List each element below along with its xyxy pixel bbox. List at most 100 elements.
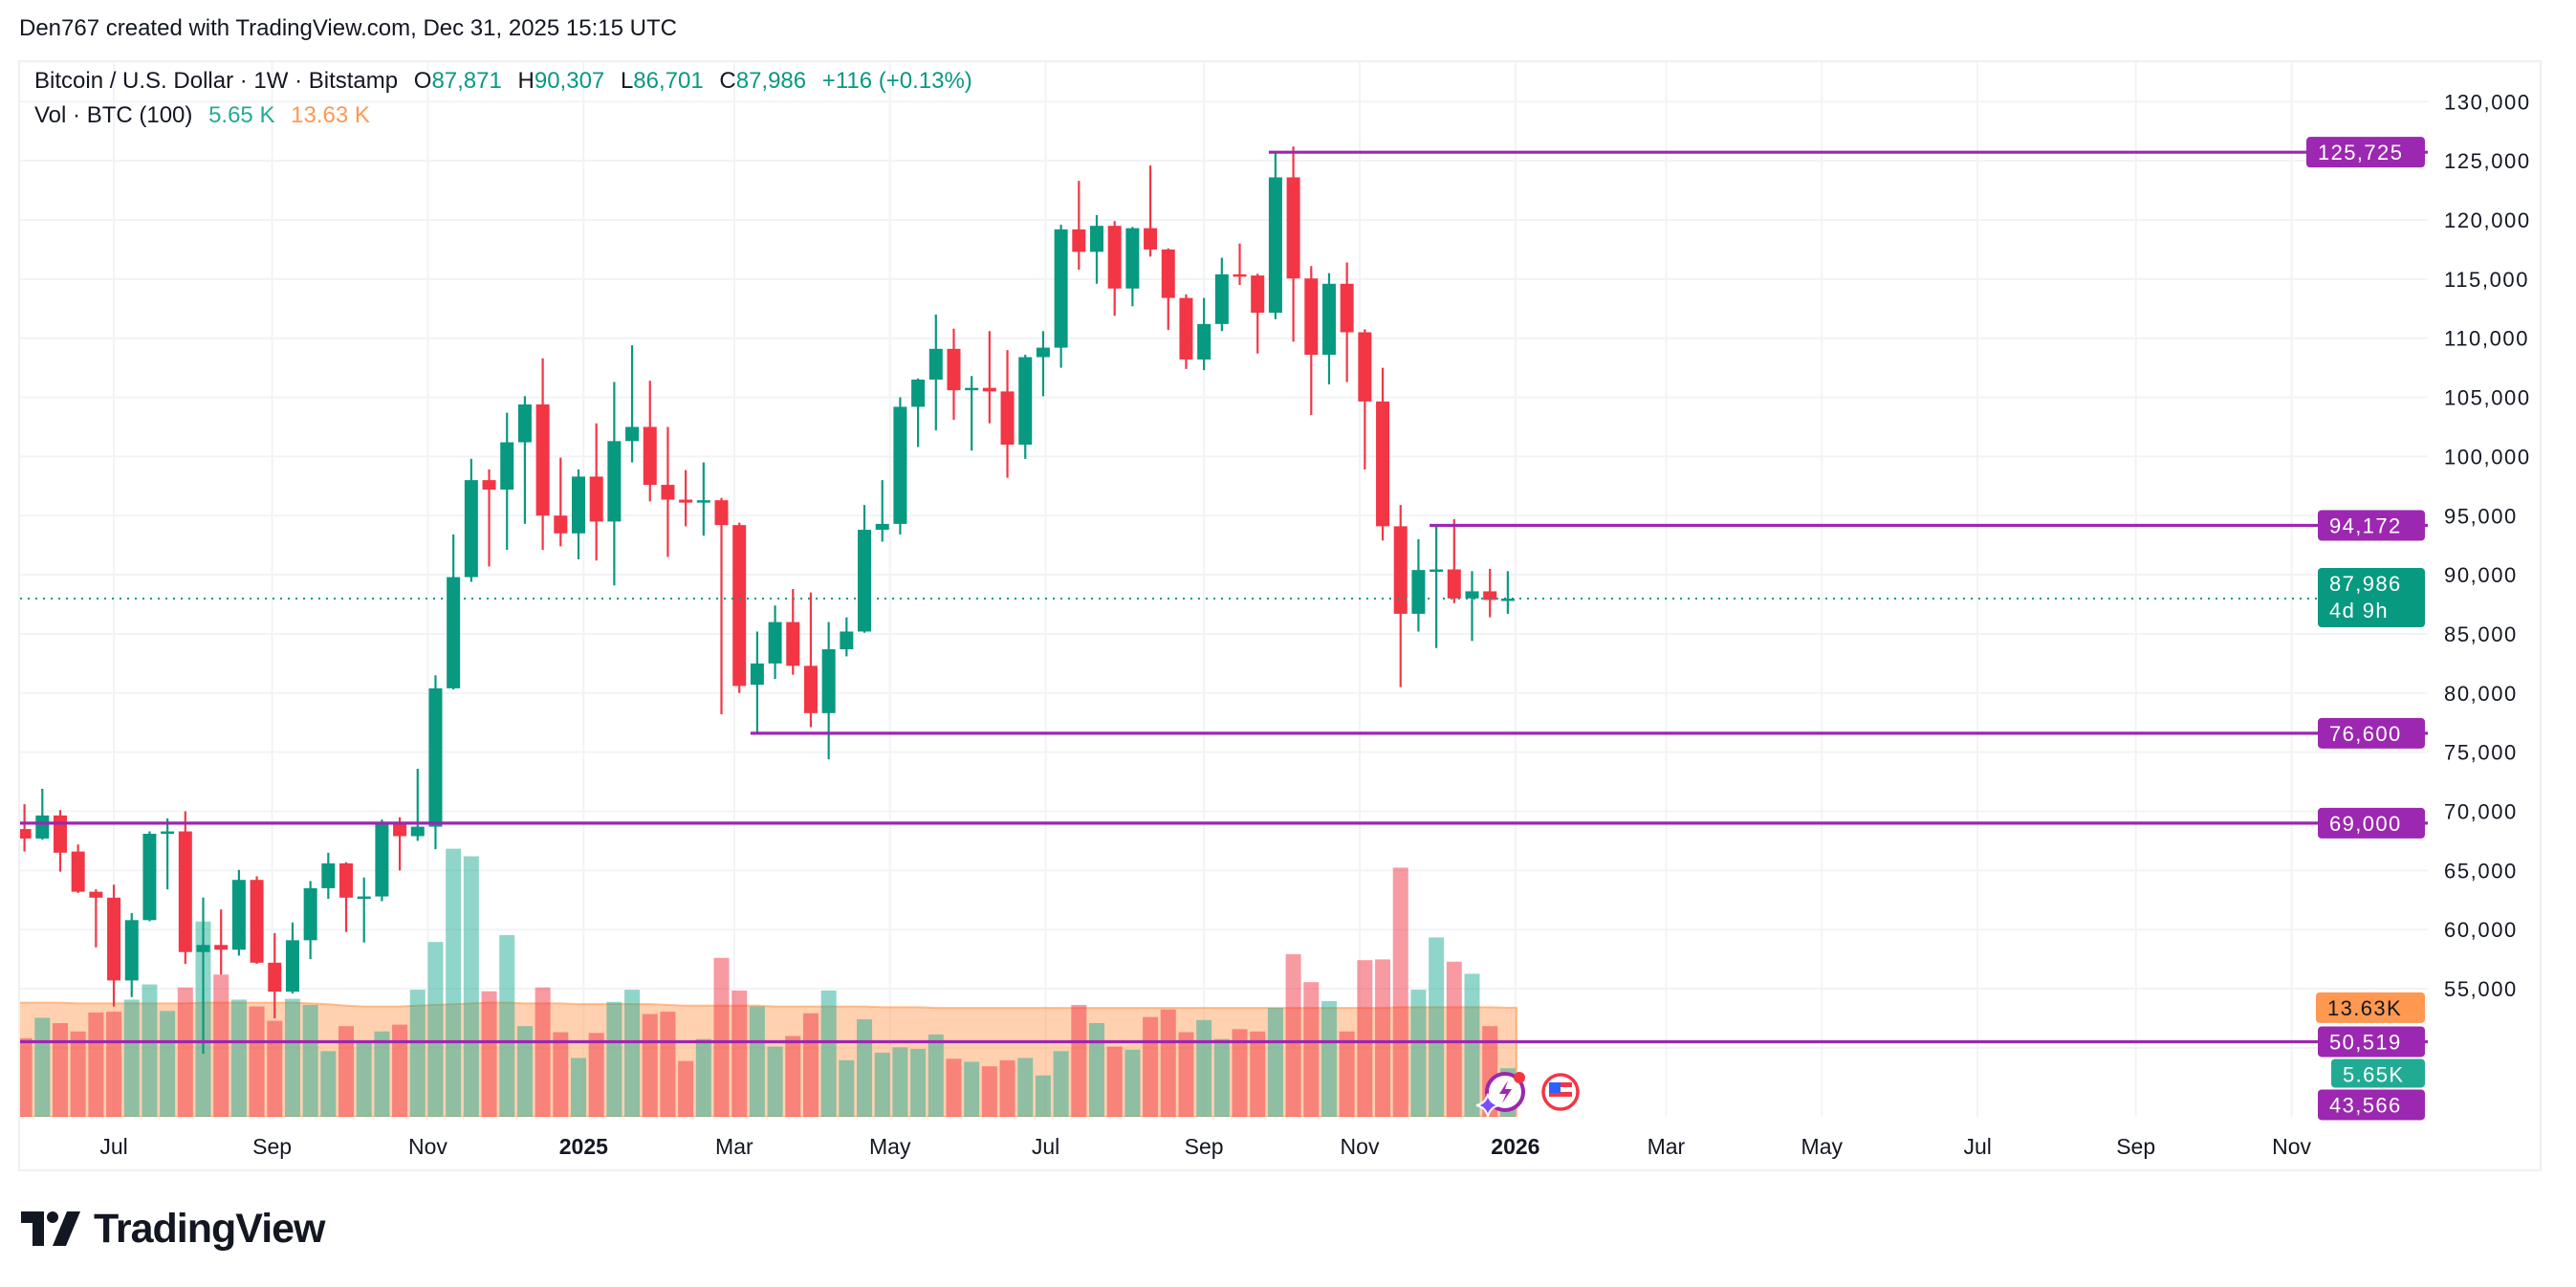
price-tick-label: 125,000 — [2444, 149, 2531, 173]
level-price-label-bg — [2306, 137, 2425, 168]
tradingview-logo-icon — [21, 1211, 80, 1246]
volume-bar — [516, 1026, 533, 1117]
candle-body — [321, 862, 336, 888]
volume-bar — [1429, 937, 1445, 1117]
candle-body — [428, 687, 443, 827]
volume-bar — [1267, 1008, 1283, 1117]
candle-body — [35, 815, 50, 839]
volume-bar — [928, 1034, 944, 1117]
time-tick-label: Mar — [715, 1134, 753, 1159]
candle-body — [71, 851, 85, 892]
volume-bar — [356, 1041, 372, 1117]
volume-bar — [660, 1012, 676, 1117]
volume-bar — [1035, 1075, 1051, 1117]
assistant-lightning-icon[interactable] — [1475, 1072, 1525, 1118]
volume-bar — [857, 1019, 873, 1117]
volume-bar — [1446, 961, 1462, 1117]
price-tick-label: 110,000 — [2444, 327, 2529, 351]
price-tick-label: 115,000 — [2444, 268, 2529, 292]
time-tick-label: Nov — [2272, 1134, 2311, 1159]
candle-body — [107, 897, 121, 981]
time-tick-label: 2025 — [559, 1134, 608, 1159]
candle-body — [196, 945, 210, 952]
volume-bar — [88, 1012, 104, 1117]
time-tick-label: Jul — [1032, 1134, 1059, 1159]
volume-bar — [731, 990, 748, 1117]
volume-bar — [1375, 959, 1391, 1117]
time-tick-label: May — [869, 1134, 911, 1159]
volume-bar — [1143, 1016, 1159, 1117]
chart-attribution: Den767 created with TradingView.com, Dec… — [19, 15, 677, 41]
volume-bar — [481, 991, 497, 1117]
volume-bar — [910, 1048, 927, 1117]
candle-body — [1054, 229, 1068, 348]
candle-body — [928, 348, 943, 380]
time-tick-label: May — [1801, 1134, 1844, 1159]
candle-body — [1144, 228, 1158, 250]
candle-body — [1465, 591, 1479, 599]
volume-value-label: 5.65K — [2331, 1058, 2425, 1088]
volume-bar — [678, 1060, 694, 1117]
price-tick-label: 75,000 — [2444, 741, 2518, 765]
volume-bar — [302, 1004, 318, 1117]
volume-bar — [624, 990, 641, 1117]
level-price-label-text: 76,600 — [2329, 722, 2402, 746]
time-tick-label: Nov — [408, 1134, 448, 1159]
candle-body — [1161, 249, 1175, 298]
candle-body — [643, 426, 657, 486]
candle-body — [1393, 526, 1408, 614]
candle-body — [447, 577, 461, 688]
volume-bar — [874, 1052, 890, 1117]
candle-body — [1376, 401, 1390, 527]
candle-body — [1000, 391, 1015, 446]
time-axis[interactable]: Jul Sep Nov 2025 Mar May Jul Sep Nov 2026 Mar May Ju… — [99, 1134, 2311, 1159]
volume-bar — [553, 1032, 569, 1117]
us-flag-icon[interactable] — [1541, 1073, 1580, 1111]
candle-body — [178, 831, 192, 952]
change-value: +116 (+0.13%) — [821, 68, 972, 94]
price-tick-label: 90,000 — [2444, 563, 2518, 587]
time-tick-label: Jul — [1963, 1134, 1991, 1159]
symbol-title[interactable]: Bitcoin / U.S. Dollar · 1W · Bitstamp — [34, 68, 399, 94]
candle-body — [607, 441, 622, 522]
volume-bar — [892, 1047, 908, 1117]
price-tick-label: 130,000 — [2444, 90, 2531, 114]
volume-title[interactable]: Vol · BTC (100) — [34, 102, 193, 128]
candle-body — [357, 896, 371, 900]
candle-body — [679, 499, 693, 503]
candle-body — [803, 665, 818, 713]
candle-body — [1072, 229, 1086, 252]
candle-body — [393, 822, 407, 837]
candle-body — [1358, 332, 1372, 402]
candle-body — [554, 515, 568, 534]
candle-body — [1304, 278, 1319, 356]
candle-body — [1411, 570, 1426, 614]
volume-bar — [392, 1024, 408, 1117]
time-tick-label: Jul — [99, 1134, 127, 1159]
price-candles — [20, 146, 1515, 1055]
candle-body — [464, 480, 478, 578]
price-axis[interactable]: 55,000 60,000 65,000 70,000 75,000 80,000 85,0… — [2444, 90, 2531, 1001]
horizontal-levels[interactable] — [20, 150, 2428, 1123]
price-tick-label: 70,000 — [2444, 800, 2518, 824]
current-price-label-text: 87,986 — [2329, 572, 2402, 596]
volume-bar — [570, 1058, 586, 1117]
level-price-label-bg — [2318, 510, 2425, 541]
volume-bar — [284, 998, 300, 1117]
volume-bar — [964, 1061, 980, 1117]
current-price-label: 87,986 4d 9h — [2318, 568, 2425, 628]
volume-bar — [535, 987, 551, 1117]
volume-bar — [34, 1017, 51, 1117]
volume-bar — [1213, 1038, 1230, 1117]
time-tick-label: Sep — [252, 1134, 292, 1159]
candle-body — [53, 815, 67, 853]
level-price-label-text: 50,519 — [2329, 1030, 2402, 1054]
volume-ma-value: 13.63 K — [291, 102, 370, 128]
chart-frame — [18, 60, 2542, 1171]
candle-body — [732, 525, 747, 687]
candle-body — [965, 387, 979, 391]
candle-body — [339, 862, 354, 898]
tradingview-logo[interactable]: TradingView — [21, 1206, 325, 1252]
level-price-label: 43,566 — [2318, 1089, 2425, 1121]
